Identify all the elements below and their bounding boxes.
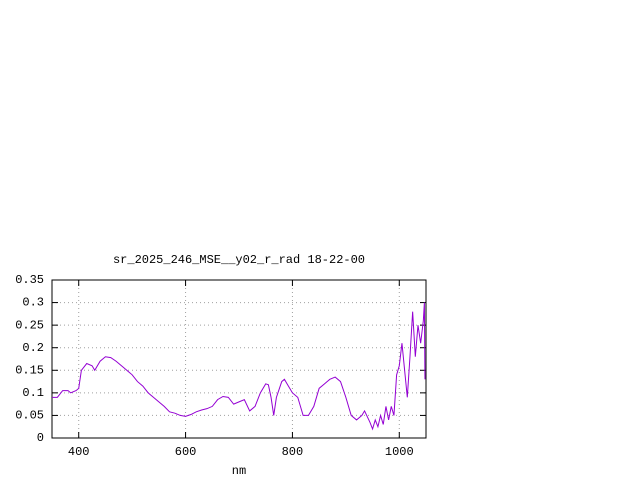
- y-tick-label: 0.05: [15, 409, 44, 423]
- y-tick-label: 0: [37, 431, 44, 445]
- y-tick-label: 0.15: [15, 363, 44, 377]
- y-tick-label: 0.2: [22, 341, 44, 355]
- x-axis-label: nm: [232, 464, 246, 478]
- y-tick-label: 0.1: [22, 386, 44, 400]
- data-line: [52, 302, 426, 431]
- x-tick-label: 800: [282, 445, 304, 459]
- y-tick-label: 0.3: [22, 296, 44, 310]
- plot-frame: [51, 279, 427, 439]
- chart-title: sr_2025_246_MSE__y02_r_rad 18-22-00: [113, 253, 365, 267]
- x-tick-label: 600: [175, 445, 197, 459]
- x-tick-label: 1000: [385, 445, 414, 459]
- x-tick-label: 400: [68, 445, 90, 459]
- y-tick-label: 0.25: [15, 318, 44, 332]
- y-tick-label: 0.35: [15, 273, 44, 287]
